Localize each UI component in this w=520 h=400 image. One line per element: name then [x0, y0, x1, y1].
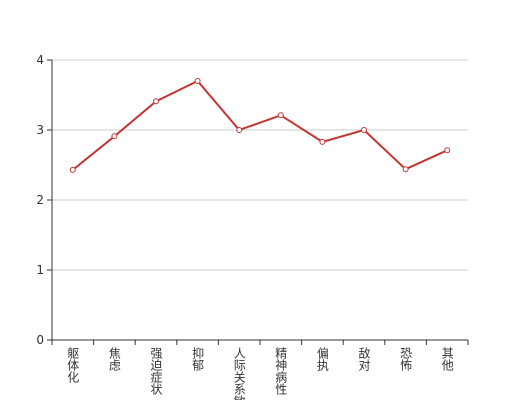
- line: [72, 79, 448, 171]
- x-tick-label: 人际关系敏感: [232, 347, 246, 400]
- point: [319, 138, 326, 145]
- x-tick-label: 抑郁: [191, 346, 205, 372]
- y-tick-label: 3: [36, 123, 44, 137]
- point: [111, 133, 118, 140]
- point: [236, 127, 243, 133]
- point: [402, 166, 409, 173]
- x-tick-label: 躯体化: [66, 346, 80, 384]
- x-tick-label: 恐怖: [399, 347, 413, 371]
- point: [277, 112, 284, 119]
- x-tick-label: 敌对: [357, 346, 371, 371]
- x-tick-label: 焦虑: [107, 347, 121, 371]
- point: [361, 127, 367, 133]
- y-tick-label: 0: [36, 333, 44, 347]
- y-tick-label: 1: [36, 263, 44, 277]
- point: [194, 78, 201, 84]
- x-tick-label: 偏执: [315, 346, 329, 372]
- x-tick-label: 强迫症状: [149, 347, 163, 395]
- y-tick-label: 4: [36, 53, 44, 67]
- point: [153, 98, 159, 105]
- point: [444, 147, 451, 154]
- y-tick-label: 2: [36, 193, 44, 207]
- point: [69, 166, 76, 173]
- x-tick-label: 其他: [440, 347, 454, 371]
- x-tick-label: 精神病性: [274, 347, 288, 396]
